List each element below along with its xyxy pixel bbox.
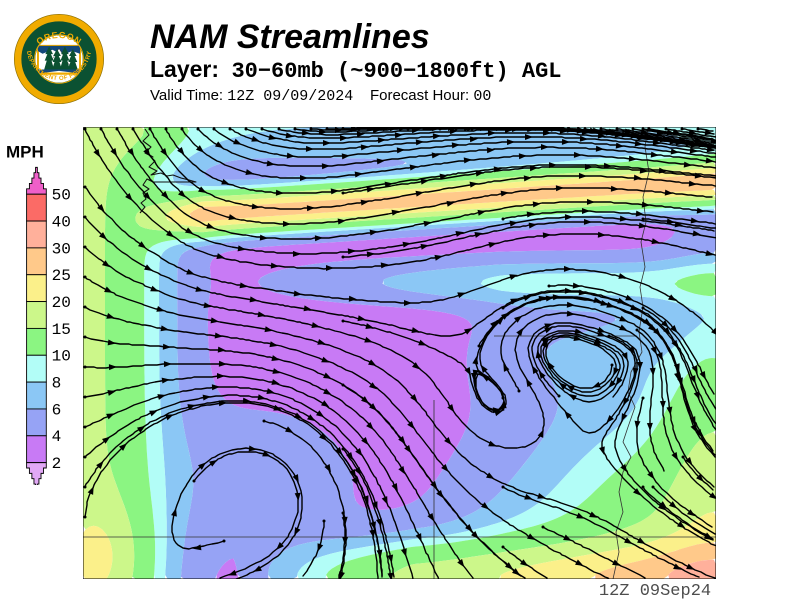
svg-text:25: 25	[52, 267, 71, 285]
svg-text:40: 40	[52, 213, 71, 231]
svg-text:8: 8	[52, 374, 62, 392]
svg-text:2: 2	[52, 455, 62, 473]
svg-text:10: 10	[52, 348, 71, 366]
svg-text:30: 30	[52, 240, 71, 258]
svg-text:6: 6	[52, 401, 62, 419]
svg-text:15: 15	[52, 321, 71, 339]
svg-text:4: 4	[52, 428, 62, 446]
svg-text:20: 20	[52, 294, 71, 312]
svg-text:MPH: MPH	[6, 145, 44, 162]
svg-text:50: 50	[52, 187, 71, 205]
